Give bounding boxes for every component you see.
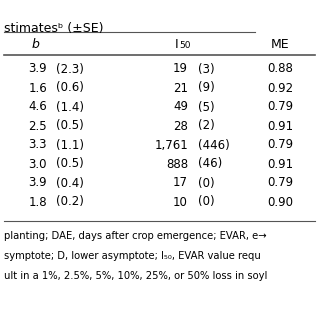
- Text: (0): (0): [198, 196, 215, 209]
- Text: 1,761: 1,761: [154, 139, 188, 151]
- Text: 4.6: 4.6: [28, 100, 47, 114]
- Text: 2.5: 2.5: [28, 119, 47, 132]
- Text: 0.91: 0.91: [267, 157, 293, 171]
- Text: 3.9: 3.9: [28, 62, 47, 76]
- Text: symptote; D, lower asymptote; I₅₀, EVAR value requ: symptote; D, lower asymptote; I₅₀, EVAR …: [4, 251, 261, 261]
- Text: 3.0: 3.0: [28, 157, 47, 171]
- Text: 21: 21: [173, 82, 188, 94]
- Text: ME: ME: [271, 37, 289, 51]
- Text: (0.6): (0.6): [56, 82, 84, 94]
- Text: 0.91: 0.91: [267, 119, 293, 132]
- Text: 0.92: 0.92: [267, 82, 293, 94]
- Text: b: b: [31, 37, 39, 51]
- Text: 0.90: 0.90: [267, 196, 293, 209]
- Text: stimatesᵇ (±SE): stimatesᵇ (±SE): [4, 22, 103, 35]
- Text: (2.3): (2.3): [56, 62, 84, 76]
- Text: I: I: [174, 37, 178, 51]
- Text: (9): (9): [198, 82, 215, 94]
- Text: 17: 17: [173, 177, 188, 189]
- Text: (5): (5): [198, 100, 215, 114]
- Text: (0.5): (0.5): [56, 119, 84, 132]
- Text: 1.6: 1.6: [28, 82, 47, 94]
- Text: (0.2): (0.2): [56, 196, 84, 209]
- Text: 0.88: 0.88: [267, 62, 293, 76]
- Text: 19: 19: [173, 62, 188, 76]
- Text: 0.79: 0.79: [267, 177, 293, 189]
- Text: (0): (0): [198, 177, 215, 189]
- Text: 0.79: 0.79: [267, 139, 293, 151]
- Text: (3): (3): [198, 62, 215, 76]
- Text: 10: 10: [173, 196, 188, 209]
- Text: (0.5): (0.5): [56, 157, 84, 171]
- Text: (46): (46): [198, 157, 222, 171]
- Text: ult in a 1%, 2.5%, 5%, 10%, 25%, or 50% loss in soyl: ult in a 1%, 2.5%, 5%, 10%, 25%, or 50% …: [4, 271, 268, 281]
- Text: (1.4): (1.4): [56, 100, 84, 114]
- Text: 28: 28: [173, 119, 188, 132]
- Text: 49: 49: [173, 100, 188, 114]
- Text: 888: 888: [166, 157, 188, 171]
- Text: planting; DAE, days after crop emergence; EVAR, e→: planting; DAE, days after crop emergence…: [4, 231, 267, 241]
- Text: (0.4): (0.4): [56, 177, 84, 189]
- Text: 3.9: 3.9: [28, 177, 47, 189]
- Text: 0.79: 0.79: [267, 100, 293, 114]
- Text: 50: 50: [179, 42, 190, 51]
- Text: 1.8: 1.8: [28, 196, 47, 209]
- Text: (446): (446): [198, 139, 230, 151]
- Text: (2): (2): [198, 119, 215, 132]
- Text: (1.1): (1.1): [56, 139, 84, 151]
- Text: 3.3: 3.3: [28, 139, 47, 151]
